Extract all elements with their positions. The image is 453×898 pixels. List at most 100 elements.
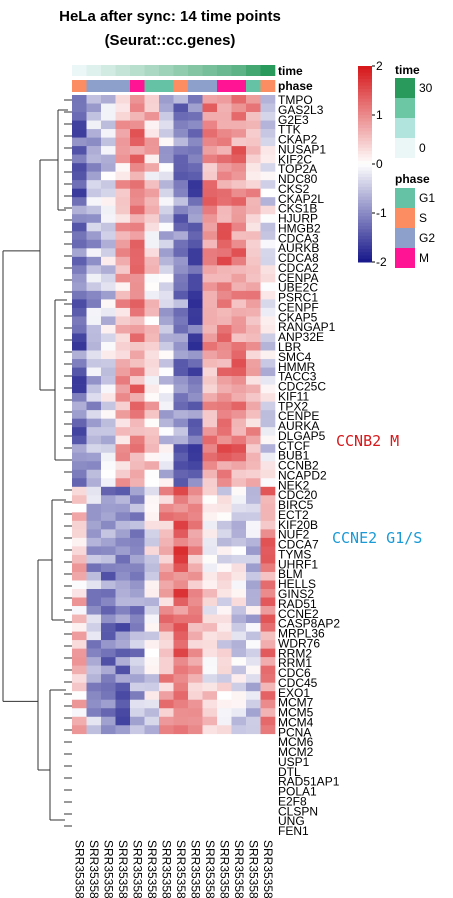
heatmap-cell (115, 129, 131, 138)
heatmap-cell (231, 708, 247, 718)
heatmap-cell (144, 410, 160, 419)
time-annotation-cell (260, 65, 276, 76)
heatmap-cell (202, 580, 218, 590)
heatmap-cell (217, 529, 232, 539)
heatmap-cell (72, 222, 87, 232)
heatmap-cell (130, 282, 145, 292)
heatmap-cell (72, 256, 87, 266)
heatmap-cell (188, 503, 203, 513)
heatmap-cell (188, 350, 203, 360)
heatmap-cell (130, 597, 145, 607)
heatmap-cell (101, 248, 116, 258)
heatmap-cell (246, 427, 261, 436)
heatmap-cell (115, 197, 131, 207)
heatmap-cell (159, 606, 174, 615)
heatmap-cell (231, 137, 247, 147)
heatmap-cell (159, 631, 174, 641)
heatmap-cell (217, 146, 232, 155)
heatmap-cell (231, 231, 247, 241)
heatmap-cell (144, 290, 160, 300)
heatmap-cell (202, 640, 218, 649)
heatmap-cell (246, 486, 261, 496)
heatmap-cell (115, 580, 131, 590)
heatmap-cell (72, 95, 87, 104)
heatmap-cell (173, 146, 189, 155)
heatmap-cell (188, 614, 203, 624)
heatmap-cell (130, 384, 145, 394)
heatmap-cell (101, 529, 116, 539)
heatmap-cell (86, 197, 102, 207)
heatmap-cell (217, 537, 232, 547)
heatmap-cell (202, 146, 218, 155)
heatmap-cell (72, 444, 87, 454)
heatmap-cell (115, 537, 131, 547)
heatmap-cell (260, 307, 276, 317)
heatmap-cell (217, 571, 232, 581)
heatmap-cell (72, 239, 87, 249)
heatmap-cell (72, 273, 87, 283)
heatmap-cell (115, 631, 131, 641)
heatmap-cell (246, 342, 261, 351)
heatmap-cell (72, 554, 87, 564)
heatmap-cell (202, 699, 218, 709)
heatmap-cell (115, 554, 131, 564)
heatmap-cell (217, 691, 232, 701)
heatmap-cell (86, 163, 102, 172)
gene-label: KIF20B (278, 518, 318, 532)
time-legend-swatch (395, 78, 415, 98)
heatmap-cell (144, 554, 160, 564)
heatmap-cell (115, 103, 131, 113)
heatmap-cell (72, 163, 87, 172)
heatmap-cell (101, 563, 116, 573)
heatmap-cell (130, 214, 145, 224)
heatmap-cell (260, 180, 276, 189)
gene-label: RANGAP1 (278, 320, 336, 334)
heatmap-cell (159, 512, 174, 522)
colorbar-segment (358, 219, 372, 224)
heatmap-cell (86, 265, 102, 275)
colorbar-segment (358, 75, 372, 80)
phase-annotation-cell (86, 80, 102, 92)
heatmap-cell (144, 384, 160, 394)
heatmap-cell (101, 418, 116, 428)
heatmap-cell (144, 623, 160, 632)
heatmap-cell (246, 129, 261, 138)
heatmap-cell (173, 716, 189, 726)
heatmap-cell (115, 401, 131, 411)
colorbar-segment (358, 190, 372, 194)
heatmap-cell (72, 180, 87, 189)
heatmap-cell (115, 699, 131, 709)
colorbar-segment (358, 209, 372, 214)
heatmap-cell (86, 674, 102, 683)
heatmap-cell (101, 708, 116, 718)
heatmap-cell (144, 248, 160, 258)
heatmap-cell (202, 239, 218, 249)
time-legend-swatch (395, 98, 415, 118)
heatmap-cell (86, 682, 102, 692)
heatmap-cell (115, 154, 131, 164)
heatmap-cell (202, 503, 218, 513)
gene-label: LBR (278, 340, 302, 354)
heatmap-cell (188, 427, 203, 436)
heatmap-cell (159, 180, 174, 189)
colorbar-segment (358, 216, 372, 221)
heatmap-cell (231, 648, 247, 658)
heatmap-cell (72, 640, 87, 649)
heatmap-cell (260, 231, 276, 241)
colorbar-segment (358, 111, 372, 116)
heatmap-cell (115, 597, 131, 607)
heatmap-cell (144, 367, 160, 377)
heatmap-cell (231, 95, 247, 104)
sample-label: SRR3535839 (203, 840, 217, 898)
heatmap-cell (130, 231, 145, 241)
heatmap-cell (115, 418, 131, 428)
heatmap-cell (188, 137, 203, 147)
heatmap-cell (115, 665, 131, 675)
heatmap-cell (202, 469, 218, 479)
heatmap-cell (260, 444, 276, 454)
heatmap-cell (188, 589, 203, 598)
heatmap-cell (173, 563, 189, 573)
colorbar-tick-label: 1 (376, 108, 383, 122)
heatmap-cell (159, 444, 174, 454)
phase-annotation-cell (130, 80, 145, 92)
